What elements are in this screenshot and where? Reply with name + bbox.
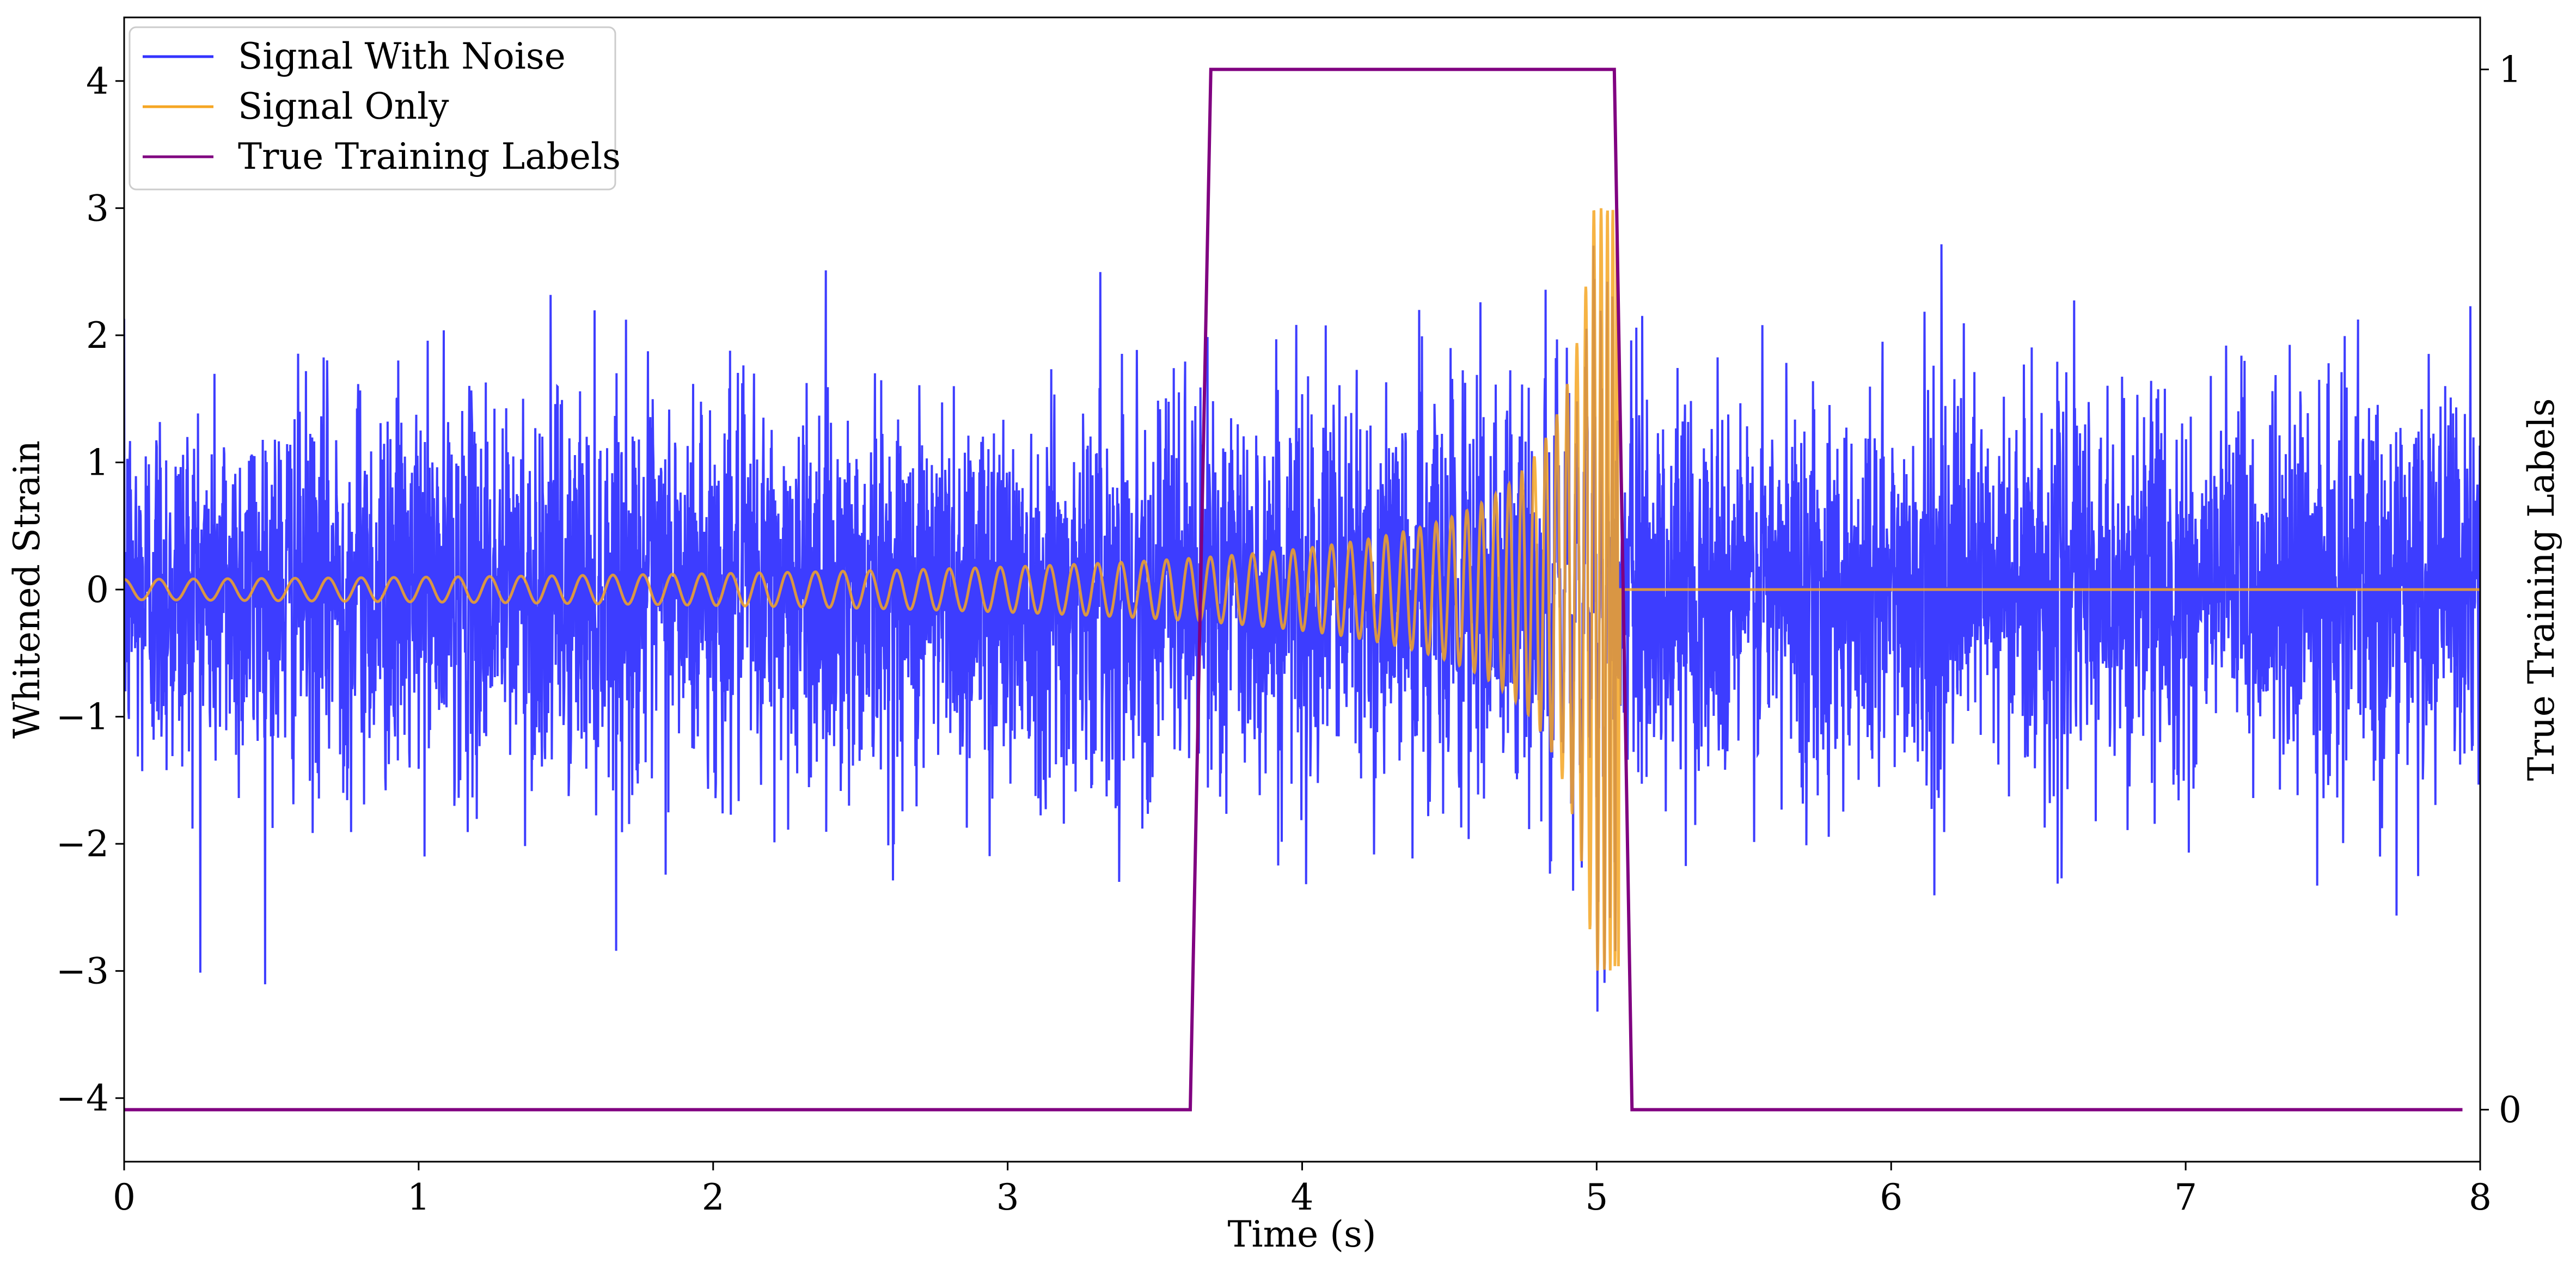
y-tick-label: −4 — [56, 1077, 109, 1119]
y-axis-right: 01 — [2480, 49, 2522, 1131]
y-axis-left: −4 −3 −2 −1 0 1 2 3 4 — [56, 60, 124, 1119]
series-layer — [124, 68, 2480, 1112]
y-right-tick-label: 1 — [2499, 49, 2522, 91]
x-tick-label: 4 — [1291, 1176, 1314, 1218]
x-tick-label: 1 — [407, 1176, 430, 1218]
y-tick-label: −3 — [56, 950, 109, 992]
x-tick-label: 8 — [2469, 1176, 2492, 1218]
y-tick-label: −1 — [56, 696, 109, 738]
x-axis-label: Time (s) — [1227, 1213, 1376, 1255]
y-tick-label: 4 — [86, 60, 109, 102]
x-tick-label: 5 — [1585, 1176, 1608, 1218]
legend-label-true-training-labels: True Training Labels — [238, 136, 621, 177]
y-tick-label: 0 — [86, 569, 109, 611]
x-axis: 0 1 2 3 4 5 6 7 8 — [113, 1162, 2492, 1218]
y-tick-label: 2 — [86, 315, 109, 357]
legend-label-signal-with-noise: Signal With Noise — [238, 35, 566, 77]
legend: Signal With Noise Signal Only True Train… — [129, 26, 621, 191]
x-tick-label: 3 — [996, 1176, 1019, 1218]
x-tick-label: 6 — [1880, 1176, 1902, 1218]
y-tick-label: 3 — [86, 187, 109, 229]
y-axis-label: Whitened Strain — [6, 440, 48, 739]
x-tick-label: 7 — [2174, 1176, 2197, 1218]
y-tick-label: 1 — [86, 441, 109, 483]
y-right-tick-label: 0 — [2499, 1089, 2522, 1131]
y-tick-label: −2 — [56, 823, 109, 865]
legend-label-signal-only: Signal Only — [238, 85, 449, 127]
series-line-signal-only — [124, 208, 2480, 971]
x-tick-label: 2 — [702, 1176, 725, 1218]
y-axis-right-label: True Training Labels — [2520, 398, 2562, 781]
x-tick-label: 0 — [113, 1176, 136, 1218]
series-line-true-training-labels — [124, 68, 2463, 1112]
series-line-signal-with-noise — [124, 244, 2480, 1012]
legend-box — [129, 26, 616, 191]
